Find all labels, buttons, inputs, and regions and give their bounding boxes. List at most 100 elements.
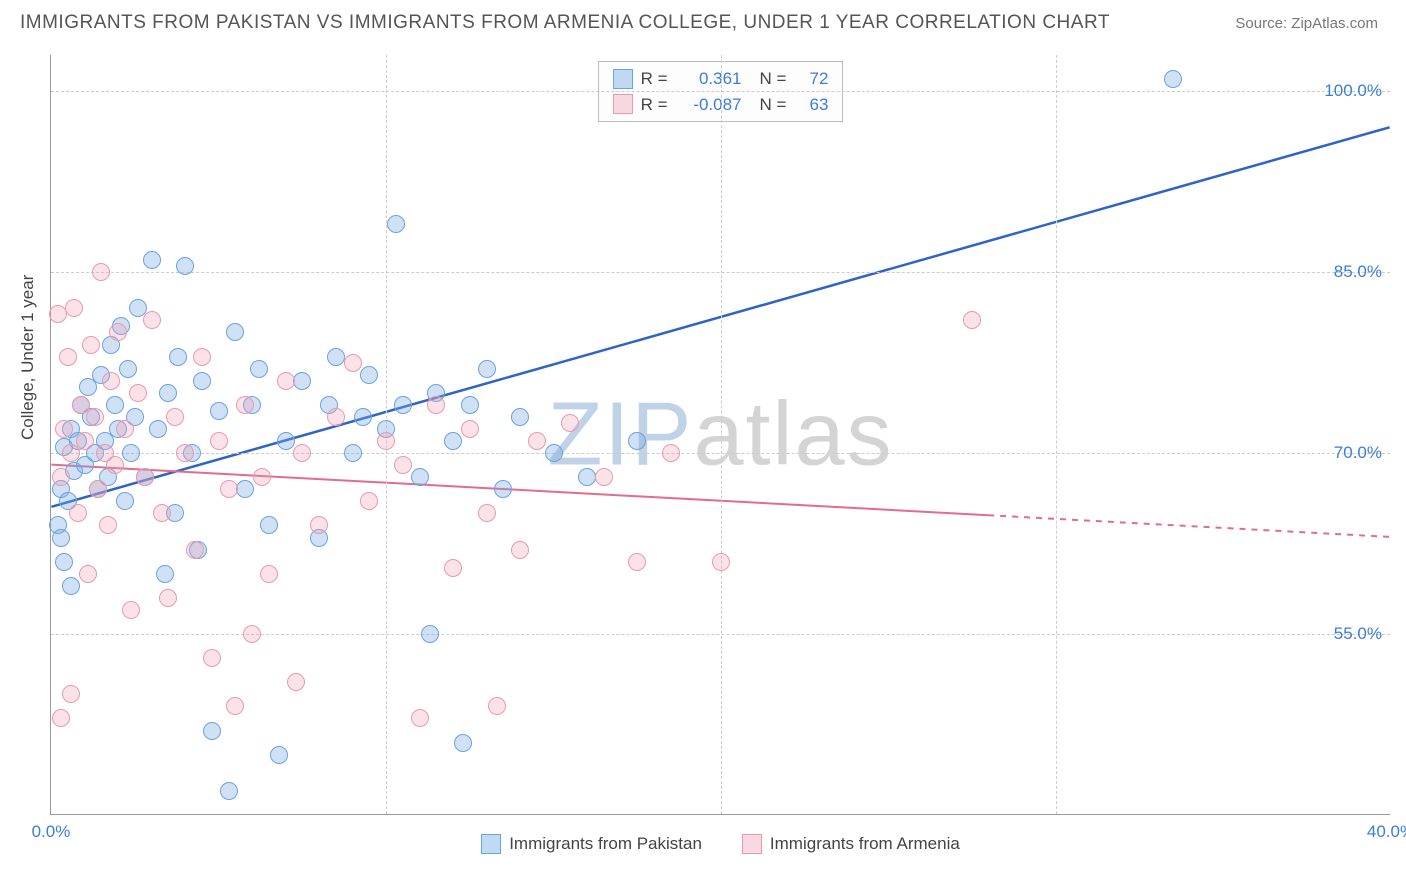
data-point-pakistan [354,408,372,426]
data-point-pakistan [270,746,288,764]
data-point-pakistan [260,516,278,534]
n-value-pakistan: 72 [798,66,828,92]
data-point-armenia [377,432,395,450]
data-point-pakistan [106,396,124,414]
data-point-armenia [52,709,70,727]
data-point-armenia [712,553,730,571]
data-point-armenia [116,420,134,438]
vgrid-line [1056,55,1057,814]
data-point-pakistan [578,468,596,486]
ytick-label: 100.0% [1324,81,1382,101]
data-point-pakistan [176,257,194,275]
data-point-pakistan [169,348,187,366]
trend-line-armenia-dashed [988,515,1389,537]
source-link[interactable]: ZipAtlas.com [1291,15,1378,32]
data-point-armenia [129,384,147,402]
data-point-armenia [243,625,261,643]
data-point-armenia [595,468,613,486]
data-point-pakistan [387,215,405,233]
data-point-armenia [444,559,462,577]
data-point-armenia [89,480,107,498]
data-point-armenia [109,323,127,341]
data-point-armenia [86,408,104,426]
data-point-armenia [143,311,161,329]
data-point-pakistan [119,360,137,378]
data-point-armenia [65,299,83,317]
data-point-pakistan [55,553,73,571]
swatch-blue-icon [613,69,633,89]
data-point-armenia [122,601,140,619]
data-point-armenia [186,541,204,559]
data-point-armenia [49,305,67,323]
data-point-pakistan [421,625,439,643]
chart-title: IMMIGRANTS FROM PAKISTAN VS IMMIGRANTS F… [20,12,1110,34]
swatch-pink-icon [613,94,633,114]
data-point-armenia [76,432,94,450]
data-point-armenia [253,468,271,486]
data-point-pakistan [159,384,177,402]
data-point-pakistan [203,722,221,740]
data-point-armenia [628,553,646,571]
data-point-pakistan [62,577,80,595]
data-point-armenia [176,444,194,462]
plot-area: ZIPatlas R = 0.361 N = 72 R = -0.087 N =… [50,55,1390,815]
data-point-pakistan [143,251,161,269]
data-point-armenia [102,372,120,390]
data-point-armenia [52,468,70,486]
data-point-pakistan [116,492,134,510]
y-axis-label: College, Under 1 year [18,275,38,440]
r-value-pakistan: 0.361 [680,66,742,92]
data-point-armenia [136,468,154,486]
vgrid-line [721,55,722,814]
data-point-pakistan [122,444,140,462]
legend-series: Immigrants from Pakistan Immigrants from… [51,834,1390,854]
data-point-armenia [963,311,981,329]
data-point-armenia [79,565,97,583]
xtick-label: 0.0% [32,822,71,842]
data-point-armenia [488,697,506,715]
data-point-pakistan [461,396,479,414]
data-point-pakistan [293,372,311,390]
data-point-armenia [92,263,110,281]
data-point-armenia [528,432,546,450]
xtick-label: 40.0% [1367,822,1406,842]
ytick-label: 85.0% [1334,262,1382,282]
data-point-pakistan [394,396,412,414]
data-point-armenia [461,420,479,438]
swatch-blue-icon [481,834,501,854]
data-point-armenia [293,444,311,462]
data-point-armenia [310,516,328,534]
legend-label-armenia: Immigrants from Armenia [770,834,960,854]
data-point-armenia [478,504,496,522]
legend-item-armenia: Immigrants from Armenia [742,834,960,854]
data-point-armenia [82,336,100,354]
r-value-armenia: -0.087 [680,92,742,118]
data-point-armenia [210,432,228,450]
source-label: Source: [1235,15,1287,32]
data-point-pakistan [193,372,211,390]
r-label: R = [641,92,668,118]
trend-line-armenia [51,465,988,516]
data-point-pakistan [226,323,244,341]
data-point-armenia [62,685,80,703]
data-point-armenia [220,480,238,498]
data-point-armenia [106,456,124,474]
data-point-pakistan [220,782,238,800]
data-point-pakistan [250,360,268,378]
data-point-armenia [203,649,221,667]
data-point-pakistan [149,420,167,438]
data-point-armenia [360,492,378,510]
n-label: N = [760,66,787,92]
data-point-armenia [226,697,244,715]
data-point-armenia [427,396,445,414]
data-point-armenia [153,504,171,522]
data-point-armenia [193,348,211,366]
ytick-label: 70.0% [1334,443,1382,463]
data-point-armenia [344,354,362,372]
data-point-pakistan [277,432,295,450]
n-label: N = [760,92,787,118]
data-point-armenia [55,420,73,438]
data-point-pakistan [511,408,529,426]
data-point-armenia [59,348,77,366]
data-point-pakistan [1164,70,1182,88]
